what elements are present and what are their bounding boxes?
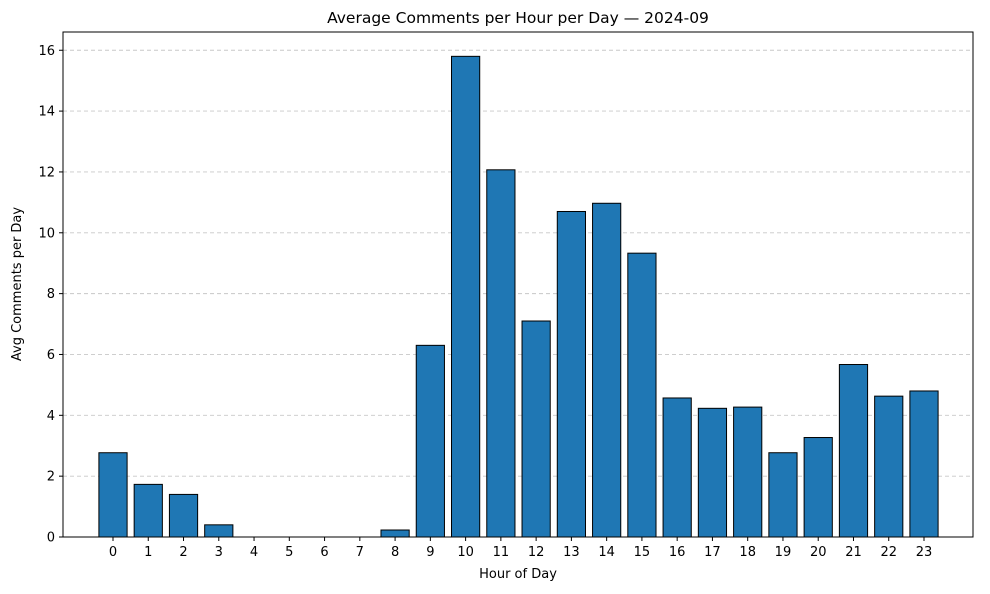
bar-hour-2 xyxy=(168,493,199,538)
x-tick-label-9: 9 xyxy=(426,545,434,560)
x-tick-label-8: 8 xyxy=(391,545,399,560)
bars xyxy=(98,55,939,538)
bar-hour-10 xyxy=(451,55,481,538)
bar-hour-21 xyxy=(838,364,869,538)
axes xyxy=(62,31,974,538)
y-axis-ticks: 0 2 4 6 8 10 12 14 16 xyxy=(38,44,63,546)
bar-hour-12 xyxy=(521,320,551,538)
x-tick-label-17: 17 xyxy=(704,545,721,560)
bar-hour-17 xyxy=(697,407,728,538)
bar-hour-13 xyxy=(556,210,586,538)
x-tick-label-22: 22 xyxy=(880,545,897,560)
bar-hour-20 xyxy=(803,437,833,538)
bar-hour-18 xyxy=(733,406,763,538)
x-tick-label-1: 1 xyxy=(144,545,152,560)
plot-frame xyxy=(62,31,974,538)
bar-hour-19 xyxy=(768,452,798,538)
bar-hour-3 xyxy=(204,524,234,538)
x-tick-label-3: 3 xyxy=(215,545,223,560)
x-axis-ticks: 0 1 2 3 4 5 6 7 8 9 10 11 12 13 14 15 16 17 18 19 20 21 22 23 xyxy=(109,537,932,560)
y-tick-label-16: 16 xyxy=(38,44,55,59)
x-tick-label-6: 6 xyxy=(320,545,328,560)
y-axis-title: Avg Comments per Day xyxy=(10,207,25,362)
bar-hour-16 xyxy=(662,397,692,538)
x-tick-label-4: 4 xyxy=(250,545,258,560)
x-tick-label-2: 2 xyxy=(179,545,187,560)
bar-hour-0 xyxy=(98,452,128,538)
x-tick-label-12: 12 xyxy=(528,545,545,560)
y-tick-label-10: 10 xyxy=(38,226,55,241)
x-tick-label-14: 14 xyxy=(598,545,615,560)
bar-hour-8 xyxy=(380,529,410,538)
bar-hour-9 xyxy=(415,344,445,538)
x-tick-label-7: 7 xyxy=(356,545,364,560)
y-tick-label-4: 4 xyxy=(47,409,55,424)
y-tick-label-0: 0 xyxy=(47,531,55,546)
y-tick-label-2: 2 xyxy=(47,470,55,485)
x-tick-label-15: 15 xyxy=(634,545,651,560)
x-tick-label-11: 11 xyxy=(493,545,510,560)
x-tick-label-21: 21 xyxy=(845,545,862,560)
x-tick-label-5: 5 xyxy=(285,545,293,560)
x-tick-label-18: 18 xyxy=(739,545,756,560)
grid-lines xyxy=(63,49,973,477)
bar-hour-15 xyxy=(627,252,657,538)
x-tick-label-0: 0 xyxy=(109,545,117,560)
x-tick-label-23: 23 xyxy=(916,545,933,560)
y-tick-label-6: 6 xyxy=(47,348,55,363)
chart-title: Average Comments per Hour per Day — 2024… xyxy=(327,9,709,27)
bar-hour-22 xyxy=(874,395,904,538)
y-tick-label-14: 14 xyxy=(38,105,55,120)
x-tick-label-19: 19 xyxy=(775,545,792,560)
x-tick-label-16: 16 xyxy=(669,545,686,560)
bar-hour-11 xyxy=(486,169,516,538)
bar-hour-1 xyxy=(133,483,163,538)
bar-hour-14 xyxy=(592,202,622,538)
x-tick-label-10: 10 xyxy=(457,545,474,560)
y-tick-label-8: 8 xyxy=(47,287,55,302)
x-tick-label-13: 13 xyxy=(563,545,580,560)
x-axis-title: Hour of Day xyxy=(479,567,557,582)
bar-hour-23 xyxy=(909,390,939,538)
y-tick-label-12: 12 xyxy=(38,165,55,180)
x-tick-label-20: 20 xyxy=(810,545,827,560)
